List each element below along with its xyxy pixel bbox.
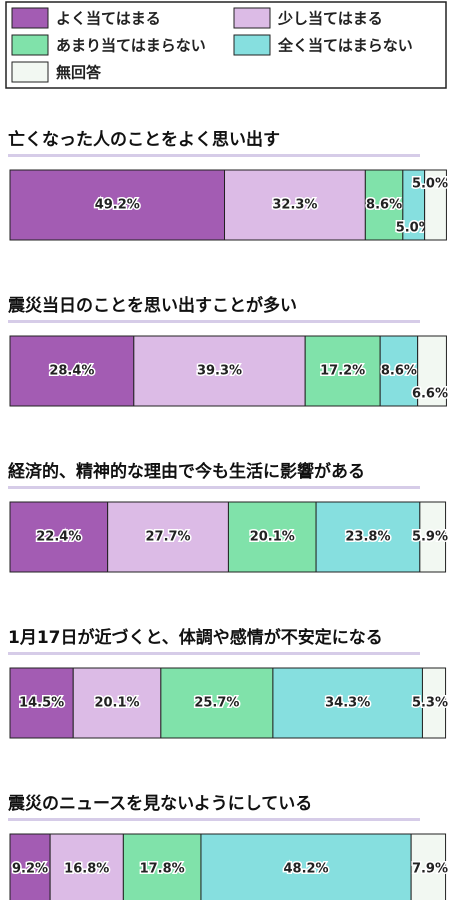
bar-segment (133, 335, 306, 407)
panel-title: 1月17日が近づくと、体調や感情が不安定になる (8, 627, 383, 648)
value-label: 9.2% (12, 862, 48, 877)
value-label: 6.6% (412, 387, 448, 402)
value-label: 39.3% (197, 364, 242, 379)
value-label: 5.3% (412, 696, 448, 711)
panel-title: 震災当日のことを思い出すことが多い (7, 295, 297, 316)
bar-segment (417, 335, 447, 407)
bar-segment (424, 169, 447, 241)
value-label: 5.0% (412, 177, 448, 192)
bar-segment (160, 667, 274, 739)
bar-segment (122, 833, 202, 904)
legend-swatch (11, 61, 49, 83)
value-label: 27.7% (145, 530, 190, 545)
legend-swatch (11, 7, 49, 29)
title-underline (8, 320, 420, 323)
value-label: 28.4% (49, 364, 94, 379)
title-underline (8, 652, 420, 655)
legend-box (5, 1, 447, 89)
bar-segment (410, 833, 447, 904)
legend-swatch (233, 34, 271, 56)
panel-title: 震災のニュースを見ないようにしている (7, 794, 312, 814)
panel-title: 経済的、精神的な理由で今も生活に影響がある (8, 461, 365, 482)
legend-label: 少し当てはまる (277, 10, 383, 28)
value-label: 32.3% (272, 198, 317, 213)
bar-segment (72, 667, 162, 739)
value-label: 14.5% (19, 696, 64, 711)
panel-title: 亡くなった人のことをよく思い出す (8, 129, 280, 150)
value-label: 22.4% (36, 530, 81, 545)
bar-segment (272, 667, 423, 739)
value-label: 20.1% (94, 696, 139, 711)
bar-segment (9, 833, 51, 904)
bar-segment (421, 667, 447, 739)
bar-segment (49, 833, 124, 904)
value-label: 5.9% (412, 530, 448, 545)
value-label: 49.2% (95, 198, 140, 213)
bar-segment (200, 833, 412, 904)
legend-swatch (11, 34, 49, 56)
legend-label: 全く当てはまらない (277, 37, 413, 55)
value-label: 34.3% (325, 696, 370, 711)
bar-segment (224, 169, 366, 241)
legend-label: あまり当てはまらない (56, 37, 206, 55)
value-label: 17.2% (320, 364, 365, 379)
bar-segment (9, 335, 135, 407)
bar-segment (315, 501, 421, 573)
title-underline (8, 818, 420, 821)
legend-label: 無回答 (56, 64, 102, 82)
bar-segment (419, 501, 447, 573)
value-label: 8.6% (381, 364, 417, 379)
value-label: 17.8% (140, 862, 185, 877)
legend-label: よく当てはまる (56, 10, 161, 28)
bar-segment (227, 501, 317, 573)
bar-segment (9, 501, 109, 573)
value-label: 16.8% (64, 862, 109, 877)
bar-segment (9, 169, 226, 241)
legend-swatch (233, 7, 271, 29)
value-label: 48.2% (283, 862, 328, 877)
title-underline (8, 154, 420, 157)
title-underline (8, 486, 420, 489)
value-label: 25.7% (194, 696, 239, 711)
bar-segment (9, 667, 74, 739)
value-label: 23.8% (345, 530, 390, 545)
value-label: 5.0% (396, 221, 432, 236)
value-label: 20.1% (250, 530, 295, 545)
value-label: 7.9% (412, 862, 448, 877)
bar-segment (379, 335, 419, 407)
value-label: 8.6% (366, 198, 402, 213)
